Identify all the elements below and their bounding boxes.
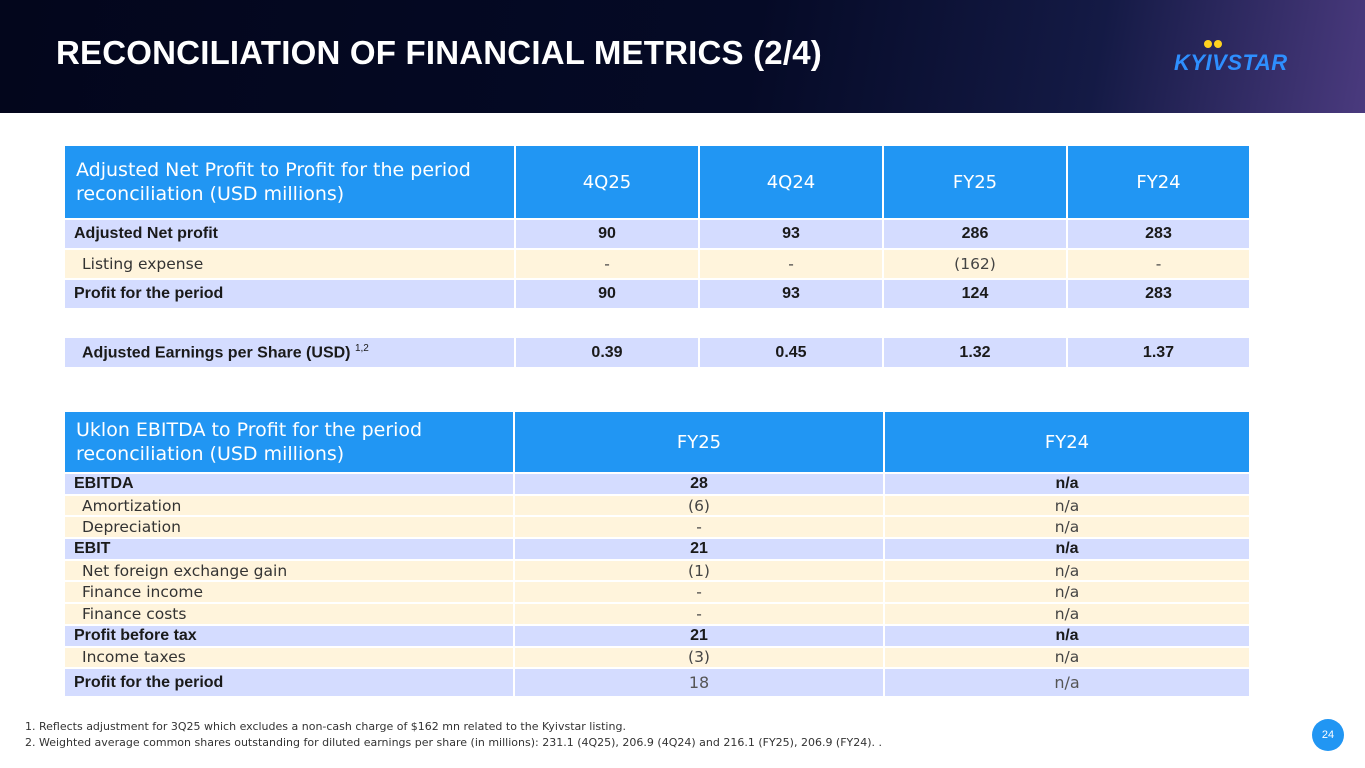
cell-value: - <box>1067 249 1249 280</box>
table-row: Adjusted Net profit 90 93 286 283 <box>65 219 1249 250</box>
cell-value: 0.45 <box>699 338 884 369</box>
row-label: Depreciation <box>65 516 515 540</box>
cell-value: (1) <box>514 559 885 583</box>
page-number: 24 <box>1312 719 1344 751</box>
cell-value: 0.39 <box>515 338 700 369</box>
row-label: Amortization <box>65 494 515 518</box>
row-label: Profit for the period <box>65 279 516 310</box>
cell-value: - <box>699 249 884 280</box>
footnote: 2. Weighted average common shares outsta… <box>25 736 883 749</box>
row-label: EBIT <box>65 538 515 561</box>
row-label: Adjusted Net profit <box>65 219 516 250</box>
cell-value: - <box>515 249 700 280</box>
page-title: RECONCILIATION OF FINANCIAL METRICS (2/4… <box>56 34 822 71</box>
cell-value: 1.37 <box>1067 338 1249 369</box>
row-label: Profit for the period <box>65 668 515 699</box>
table-header-label: Adjusted Net Profit to Profit for the pe… <box>65 146 516 220</box>
cell-value: n/a <box>884 603 1249 626</box>
logo-dot-right <box>1214 40 1222 48</box>
cell-value: - <box>514 603 885 626</box>
table-row: Profit for the period 18 n/a <box>65 668 1249 699</box>
cell-value: 28 <box>514 473 885 496</box>
cell-value: 286 <box>883 219 1068 250</box>
cell-value: (6) <box>514 494 885 518</box>
cell-value: n/a <box>884 538 1249 561</box>
uklon-ebitda-table: Uklon EBITDA to Profit for the period re… <box>65 412 1249 699</box>
cell-value: n/a <box>884 646 1249 670</box>
cell-value: 124 <box>883 279 1068 310</box>
header-banner: RECONCILIATION OF FINANCIAL METRICS (2/4… <box>0 0 1365 113</box>
table-row: Income taxes (3) n/a <box>65 646 1249 670</box>
cell-value: 90 <box>515 219 700 250</box>
row-label: Adjusted Earnings per Share (USD) 1,2 <box>65 338 516 369</box>
table-row: Listing expense - - (162) - <box>65 249 1249 280</box>
cell-value: 18 <box>514 668 885 699</box>
table-row: Amortization (6) n/a <box>65 494 1249 518</box>
cell-value: 1.32 <box>883 338 1068 369</box>
row-label: Finance income <box>65 581 515 605</box>
row-label: Finance costs <box>65 603 515 626</box>
table-header-row: Adjusted Net Profit to Profit for the pe… <box>65 146 1249 220</box>
table-row: Profit for the period 90 93 124 283 <box>65 279 1249 310</box>
table-row: Profit before tax 21 n/a <box>65 624 1249 648</box>
adjusted-net-profit-table: Adjusted Net Profit to Profit for the pe… <box>65 146 1249 310</box>
adjusted-eps-table: Adjusted Earnings per Share (USD) 1,2 0.… <box>65 338 1249 369</box>
cell-value: - <box>514 581 885 605</box>
table-row: Adjusted Earnings per Share (USD) 1,2 0.… <box>65 338 1249 369</box>
cell-value: n/a <box>884 624 1249 648</box>
table-row: Depreciation - n/a <box>65 516 1249 540</box>
cell-value: 93 <box>699 219 884 250</box>
cell-value: n/a <box>884 516 1249 540</box>
row-label: EBITDA <box>65 473 515 496</box>
column-header: FY25 <box>883 146 1068 220</box>
cell-value: n/a <box>884 668 1249 699</box>
cell-value: n/a <box>884 581 1249 605</box>
column-header: 4Q25 <box>515 146 700 220</box>
footnote-ref: 1,2 <box>354 342 369 354</box>
footnotes: 1. Reflects adjustment for 3Q25 which ex… <box>25 719 882 751</box>
cell-value: n/a <box>884 494 1249 518</box>
table-row: EBIT 21 n/a <box>65 538 1249 561</box>
eps-label: Adjusted Earnings per Share (USD) <box>82 344 351 362</box>
row-label: Profit before tax <box>65 624 515 648</box>
cell-value: (162) <box>883 249 1068 280</box>
cell-value: n/a <box>884 473 1249 496</box>
table-header-label: Uklon EBITDA to Profit for the period re… <box>65 412 515 474</box>
table-row: EBITDA 28 n/a <box>65 473 1249 496</box>
table-header-row: Uklon EBITDA to Profit for the period re… <box>65 412 1249 474</box>
row-label: Listing expense <box>65 249 516 280</box>
cell-value: 21 <box>514 538 885 561</box>
cell-value: 90 <box>515 279 700 310</box>
cell-value: n/a <box>884 559 1249 583</box>
footnote: 1. Reflects adjustment for 3Q25 which ex… <box>25 720 626 733</box>
cell-value: 283 <box>1067 279 1249 310</box>
logo-text: KYIVSTAR <box>1174 50 1288 75</box>
cell-value: - <box>514 516 885 540</box>
column-header: 4Q24 <box>699 146 884 220</box>
table-row: Finance income - n/a <box>65 581 1249 605</box>
cell-value: 93 <box>699 279 884 310</box>
cell-value: 21 <box>514 624 885 648</box>
column-header: FY25 <box>514 412 885 474</box>
column-header: FY24 <box>884 412 1249 474</box>
logo-dot-left <box>1204 40 1212 48</box>
kyivstar-logo: KYIVSTAR <box>1174 38 1304 75</box>
cell-value: (3) <box>514 646 885 670</box>
table-row: Net foreign exchange gain (1) n/a <box>65 559 1249 583</box>
row-label: Income taxes <box>65 646 515 670</box>
row-label: Net foreign exchange gain <box>65 559 515 583</box>
table-row: Finance costs - n/a <box>65 603 1249 626</box>
column-header: FY24 <box>1067 146 1249 220</box>
cell-value: 283 <box>1067 219 1249 250</box>
